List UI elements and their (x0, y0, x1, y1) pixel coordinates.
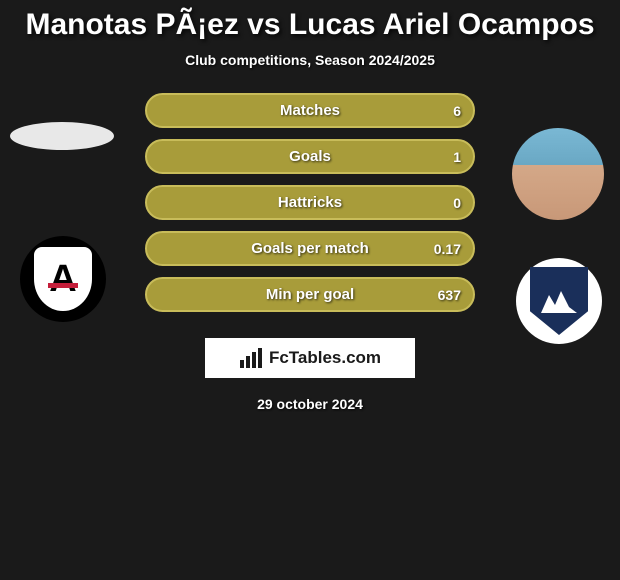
stat-bar-matches: Matches 6 (145, 93, 475, 128)
stat-label: Matches (280, 102, 340, 119)
stats-list: Matches 6 Goals 1 Hattricks 0 Goals per … (145, 93, 475, 323)
logo-box: FcTables.com (205, 338, 415, 378)
stat-bar-goals: Goals 1 (145, 139, 475, 174)
stat-value-right: 0.17 (434, 241, 461, 257)
comparison-card: Manotas PÃ¡ez vs Lucas Ariel Ocampos Clu… (0, 0, 620, 440)
stat-label: Hattricks (278, 194, 342, 211)
page-title: Manotas PÃ¡ez vs Lucas Ariel Ocampos (0, 8, 620, 42)
stat-label: Goals (289, 148, 331, 165)
stat-bar-hattricks: Hattricks 0 (145, 185, 475, 220)
stat-label: Goals per match (251, 240, 369, 257)
stat-value-right: 6 (453, 103, 461, 119)
page-subtitle: Club competitions, Season 2024/2025 (0, 52, 620, 68)
logo-text: FcTables.com (269, 348, 381, 368)
bars-icon (239, 348, 263, 368)
date-text: 29 october 2024 (0, 396, 620, 412)
stat-bar-gpm: Goals per match 0.17 (145, 231, 475, 266)
stat-label: Min per goal (266, 286, 354, 303)
stats-area: Matches 6 Goals 1 Hattricks 0 Goals per … (0, 93, 620, 323)
stat-value-right: 0 (453, 195, 461, 211)
stat-value-right: 637 (438, 287, 461, 303)
stat-bar-mpg: Min per goal 637 (145, 277, 475, 312)
stat-value-right: 1 (453, 149, 461, 165)
